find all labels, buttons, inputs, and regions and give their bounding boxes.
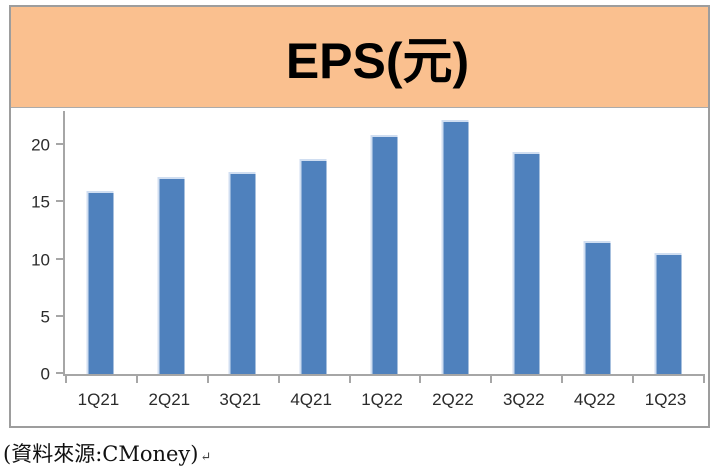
x-axis-label-4q22: 4Q22 — [573, 390, 616, 409]
bar-4q21 — [299, 159, 327, 374]
bar-2q21 — [157, 177, 185, 374]
source-note-text: (資料來源:CMoney) — [3, 442, 199, 466]
y-axis-tick-label: 20 — [31, 135, 50, 155]
bar-3q21 — [228, 171, 256, 374]
x-axis-labels: 1Q21 2Q21 3Q21 4Q21 1Q22 2Q22 3Q22 4Q22 1Q23 — [63, 390, 701, 410]
paragraph-return-mark: ↵ — [200, 450, 212, 465]
y-axis-tick — [56, 372, 65, 374]
x-axis-tick — [135, 374, 138, 383]
bar-2q22 — [441, 120, 469, 374]
x-axis-tick — [277, 374, 280, 383]
x-axis-tick — [561, 374, 564, 383]
x-axis-tick — [490, 374, 493, 383]
y-axis-tick — [56, 314, 65, 317]
y-axis-tick-label: 10 — [31, 250, 50, 270]
x-axis-label-1q21: 1Q21 — [77, 390, 120, 409]
bar-1q21 — [86, 191, 114, 374]
chart-body: 0 5 10 15 20 1Q21 2Q21 3Q21 4Q21 1Q22 2Q22 3Q22 4Q2… — [11, 108, 708, 426]
x-axis-tick — [206, 374, 209, 383]
source-note: (資料來源:CMoney) ↵ — [3, 438, 211, 468]
x-axis-label-1q23: 1Q23 — [644, 390, 687, 409]
bar-3q22 — [512, 152, 540, 374]
x-axis-label-4q21: 4Q21 — [290, 390, 332, 409]
plot-area: 0 5 10 15 20 — [31, 111, 705, 383]
y-axis-tick — [56, 200, 65, 203]
x-axis-tick — [703, 374, 705, 383]
y-axis-tick-label: 15 — [31, 192, 50, 212]
x-axis-tick — [348, 374, 351, 383]
y-axis-tick — [56, 257, 65, 260]
x-axis-tick — [632, 374, 635, 383]
chart-figure: EPS(元) 0 5 10 15 20 1Q21 2Q21 3Q21 4Q21 1Q22 2Q22… — [9, 5, 710, 428]
x-axis-label-3q22: 3Q22 — [502, 390, 545, 409]
bar-1q23 — [654, 252, 682, 374]
chart-header: EPS(元) — [11, 7, 708, 108]
x-axis-label-2q22: 2Q22 — [432, 390, 474, 409]
chart-title: EPS(元) — [285, 33, 470, 89]
x-axis-tick — [65, 374, 67, 383]
bar-1q22 — [370, 135, 398, 374]
y-axis-tick-label: 0 — [40, 364, 50, 384]
bar-4q22 — [583, 241, 611, 374]
y-axis-tick — [56, 143, 65, 146]
x-axis-label-2q21: 2Q21 — [148, 390, 191, 409]
x-axis-label-1q22: 1Q22 — [361, 390, 403, 409]
x-axis-tick — [419, 374, 422, 383]
y-axis-tick-label: 5 — [40, 307, 50, 327]
x-axis-label-3q21: 3Q21 — [219, 390, 262, 409]
